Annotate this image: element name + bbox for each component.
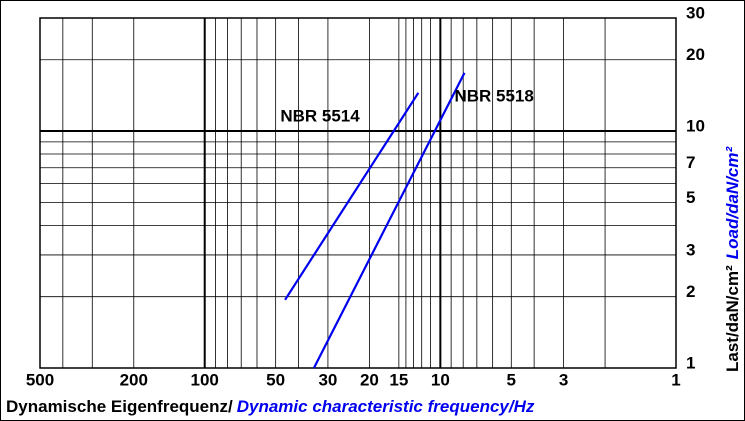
y-tick-label: 2 [686, 282, 695, 301]
y-tick-label: 20 [686, 45, 705, 64]
x-tick-label: 50 [266, 370, 285, 389]
y-tick-label: 3 [686, 240, 695, 259]
plot-border [39, 17, 677, 369]
x-tick-label: 500 [26, 370, 54, 389]
y-axis-label: Last/daN/cm² Load/daN/cm² [723, 146, 742, 372]
y-tick-label: 30 [686, 3, 705, 22]
x-tick-label: 15 [389, 370, 408, 389]
x-label-de: Dynamische Eigenfrequenz/ [6, 397, 233, 416]
series-label: NBR 5514 [280, 106, 360, 125]
y-label-de: Last/daN/cm² [723, 265, 742, 372]
x-tick-label: 200 [120, 370, 148, 389]
x-tick-label: 20 [360, 370, 379, 389]
x-tick-label: 100 [191, 370, 219, 389]
y-label-en: Load/daN/cm² [723, 146, 742, 260]
series-label: NBR 5518 [454, 86, 533, 105]
x-tick-label: 30 [318, 370, 337, 389]
x-axis-label: Dynamische Eigenfrequenz/Dynamic charact… [6, 397, 535, 416]
y-tick-label: 10 [686, 117, 705, 136]
series-line [284, 92, 420, 301]
x-tick-label: 10 [431, 370, 450, 389]
x-label-en: Dynamic characteristic frequency/Hz [237, 397, 535, 416]
series-line [312, 72, 466, 369]
x-tick-label: 3 [559, 370, 568, 389]
y-tick-label: 5 [686, 188, 695, 207]
y-tick-label: 7 [686, 153, 695, 172]
x-tick-label: 5 [507, 370, 516, 389]
y-tick-label: 1 [686, 353, 695, 372]
x-tick-label: 1 [671, 370, 680, 389]
